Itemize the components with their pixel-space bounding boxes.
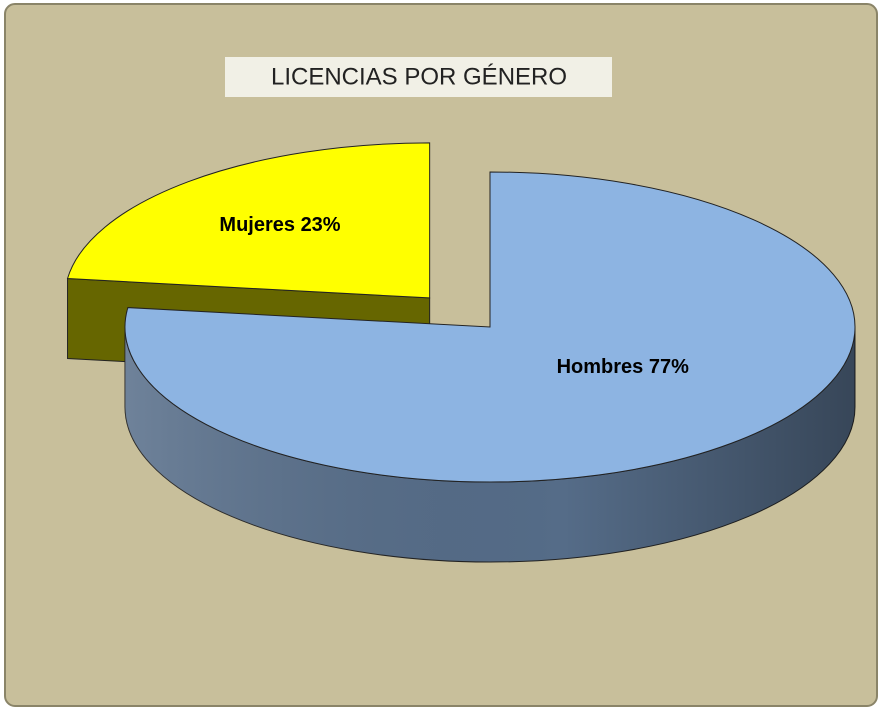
- slice: [66, 142, 431, 299]
- data-label: Hombres 77%: [557, 356, 690, 378]
- pie: Hombres 77% Mujeres 23%: [66, 142, 856, 563]
- value-label: 77%: [649, 356, 689, 378]
- title-box: [225, 57, 612, 97]
- slice-side-shade: [125, 327, 855, 562]
- category-label: Hombres: [557, 356, 644, 378]
- chart-title: LICENCIAS POR GÉNERO: [271, 63, 567, 90]
- value-label: 23%: [301, 214, 341, 236]
- slice: [124, 171, 856, 483]
- data-label: Mujeres 23%: [219, 214, 340, 236]
- category-label: Mujeres: [219, 214, 295, 236]
